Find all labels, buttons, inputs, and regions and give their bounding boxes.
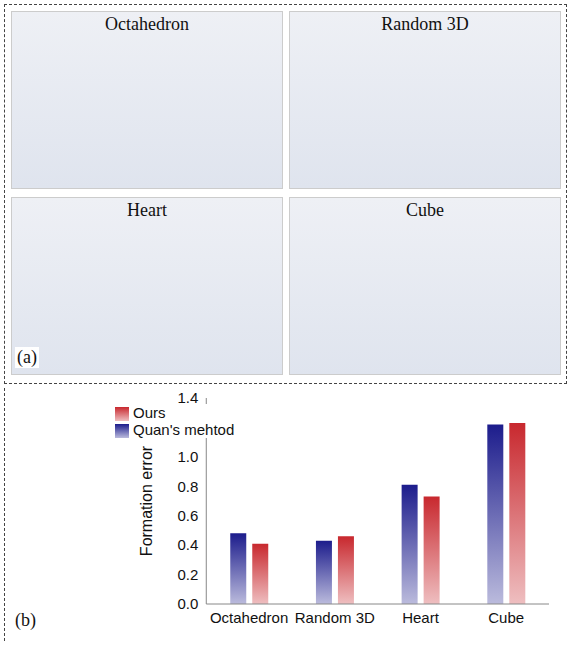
svg-text:0.6: 0.6 bbox=[177, 507, 198, 524]
svg-text:1.0: 1.0 bbox=[177, 448, 198, 465]
svg-text:Octahedron: Octahedron bbox=[210, 609, 288, 626]
svg-text:Formation error: Formation error bbox=[138, 445, 155, 556]
svg-text:Cube: Cube bbox=[488, 609, 524, 626]
svg-text:0.4: 0.4 bbox=[177, 536, 198, 553]
svg-text:1.4: 1.4 bbox=[177, 389, 198, 406]
svg-text:1.2: 1.2 bbox=[177, 419, 198, 436]
svg-text:0.8: 0.8 bbox=[177, 478, 198, 495]
svg-text:Heart: Heart bbox=[402, 609, 440, 626]
svg-text:0.0: 0.0 bbox=[177, 595, 198, 612]
svg-text:Random 3D: Random 3D bbox=[295, 609, 375, 626]
svg-text:0.2: 0.2 bbox=[177, 566, 198, 583]
